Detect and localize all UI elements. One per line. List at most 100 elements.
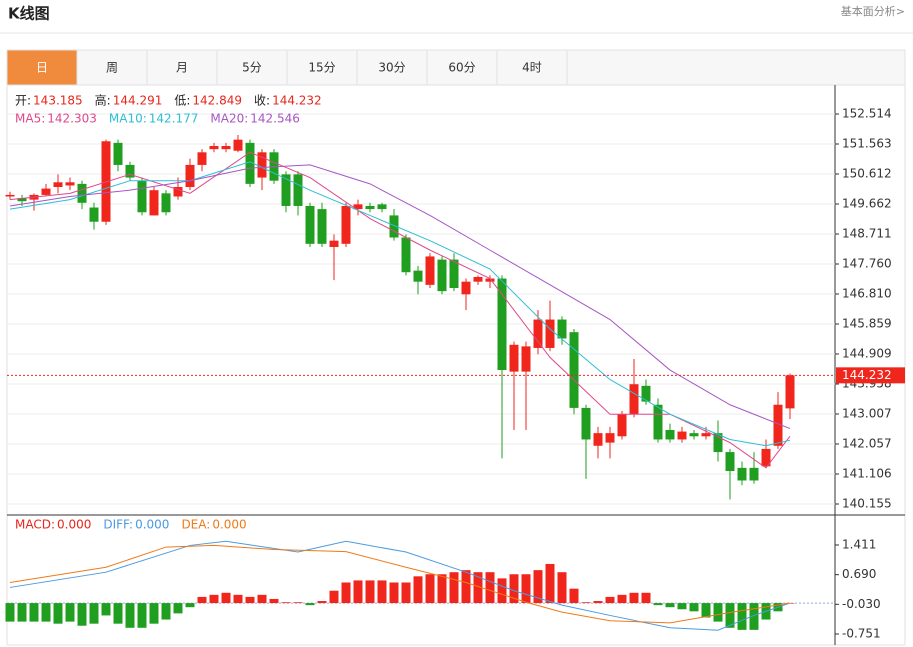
macd-bar xyxy=(245,596,255,604)
readout-label: 开: xyxy=(15,94,31,108)
macd-bar xyxy=(233,594,243,604)
candle-body xyxy=(773,404,783,446)
macd-bar xyxy=(317,601,327,604)
readout-label: MACD: xyxy=(15,518,55,532)
macd-bar xyxy=(257,594,267,604)
macd-bar xyxy=(113,603,123,624)
macd-bar xyxy=(149,603,159,624)
tab-label[interactable]: 4时 xyxy=(522,61,542,75)
macd-bar xyxy=(365,580,375,604)
macd-bar xyxy=(329,590,339,604)
candle-body xyxy=(245,142,255,184)
candle-body xyxy=(629,384,639,415)
readout-label: MA5: xyxy=(15,112,45,126)
tab[interactable] xyxy=(6,49,78,86)
macd-bar xyxy=(197,596,207,604)
macd-bar xyxy=(281,602,291,604)
macd-bar xyxy=(545,563,555,604)
fundamental-link[interactable]: 基本面分析> xyxy=(841,4,905,18)
macd-bar xyxy=(389,582,399,604)
tab[interactable] xyxy=(426,49,498,86)
macd-bar xyxy=(101,603,111,616)
ma-line xyxy=(9,164,791,430)
macd-bar xyxy=(461,570,471,604)
macd-bar xyxy=(173,603,183,614)
macd-bar xyxy=(53,603,63,624)
candle-body xyxy=(689,433,699,437)
candle-body xyxy=(425,256,435,285)
candle-body xyxy=(293,174,303,206)
candle-body xyxy=(5,194,15,197)
candle-body xyxy=(233,139,243,151)
macd-bar xyxy=(617,594,627,604)
candle-body xyxy=(449,259,459,288)
macd-bar xyxy=(401,582,411,604)
macd-bar xyxy=(5,603,15,622)
y-tick-label: 146.810 xyxy=(842,286,892,300)
readout-value: 0.000 xyxy=(135,518,169,532)
candle-body xyxy=(581,407,591,440)
readout-label: 低: xyxy=(174,94,190,108)
readout-value: 142.849 xyxy=(192,94,242,108)
last-price-tag xyxy=(836,367,905,384)
tab-label[interactable]: 60分 xyxy=(448,61,475,75)
candle-body xyxy=(437,259,447,292)
macd-bar xyxy=(497,578,507,604)
readout-label: 收: xyxy=(254,94,270,108)
candle-body xyxy=(473,276,483,282)
candle-body xyxy=(77,183,87,203)
candle-body xyxy=(725,452,735,472)
macd-bar xyxy=(713,603,723,622)
macd-bar xyxy=(509,574,519,604)
readout-value: 142.177 xyxy=(149,112,199,126)
candle-body xyxy=(173,187,183,197)
candle-body xyxy=(17,198,27,202)
candle-body xyxy=(557,319,567,339)
macd-bar xyxy=(737,603,747,630)
macd-bar xyxy=(17,603,27,622)
candle-body xyxy=(329,240,339,247)
tab-label[interactable]: 30分 xyxy=(378,61,405,75)
candle-body xyxy=(197,152,207,165)
tab[interactable] xyxy=(356,49,428,86)
candle-body xyxy=(161,193,171,213)
readout-label: DEA: xyxy=(181,518,210,532)
readout-value: 0.000 xyxy=(57,518,91,532)
candle-body xyxy=(461,281,471,295)
tab[interactable] xyxy=(286,49,358,86)
last-price-label: 144.232 xyxy=(842,368,892,382)
candle-body xyxy=(137,180,147,213)
macd-bar xyxy=(557,572,567,604)
macd-line xyxy=(9,540,791,631)
tab[interactable] xyxy=(216,49,288,86)
candle-body xyxy=(149,190,159,216)
macd-bar xyxy=(425,574,435,604)
candle-body xyxy=(521,346,531,372)
y-tick-label: 144.909 xyxy=(842,346,892,360)
macd-line xyxy=(9,544,791,624)
candle-body xyxy=(341,205,351,244)
candle-body xyxy=(593,433,603,446)
tab[interactable] xyxy=(146,49,218,86)
tab-label[interactable]: 日 xyxy=(36,61,48,75)
y-tick-label: -0.751 xyxy=(842,627,881,641)
tab-label[interactable]: 月 xyxy=(176,61,188,75)
candle-body xyxy=(737,467,747,481)
tab[interactable] xyxy=(496,49,568,86)
readout-value: 143.185 xyxy=(33,94,83,108)
readout-value: 144.291 xyxy=(113,94,163,108)
readout-label: 高: xyxy=(95,93,111,108)
y-tick-label: 151.563 xyxy=(842,137,892,151)
tab-label[interactable]: 周 xyxy=(106,61,118,75)
y-tick-label: 145.859 xyxy=(842,316,892,330)
y-tick-label: 152.514 xyxy=(842,106,892,120)
macd-bar xyxy=(185,603,195,608)
candle-body xyxy=(617,414,627,437)
tab-label[interactable]: 15分 xyxy=(308,61,335,75)
tab-label[interactable]: 5分 xyxy=(242,61,262,75)
y-tick-label: 150.612 xyxy=(842,167,892,181)
macd-bar xyxy=(413,576,423,604)
candle-body xyxy=(41,188,51,195)
y-tick-label: 149.662 xyxy=(842,196,892,210)
